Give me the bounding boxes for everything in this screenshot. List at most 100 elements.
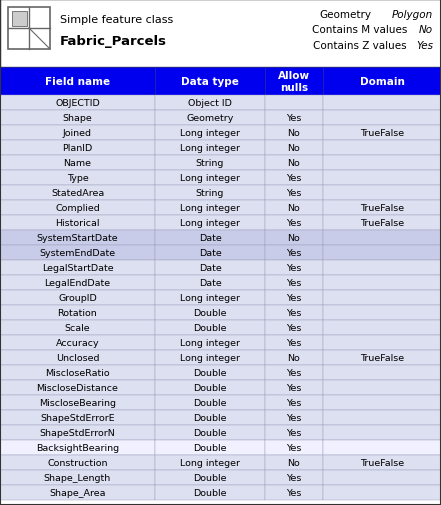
Text: String: String	[196, 189, 224, 197]
Text: LegalStartDate: LegalStartDate	[42, 264, 113, 273]
Bar	[0, 485, 155, 500]
Bar	[0, 111, 155, 126]
Bar	[155, 290, 265, 306]
Text: Long integer: Long integer	[180, 458, 240, 467]
Text: No: No	[288, 129, 300, 138]
Text: No: No	[288, 204, 300, 213]
Text: Double: Double	[193, 309, 227, 317]
Bar	[265, 231, 323, 245]
Bar	[0, 245, 155, 261]
Bar	[155, 156, 265, 171]
Text: No: No	[419, 25, 433, 35]
Bar	[265, 485, 323, 500]
Text: Shape_Length: Shape_Length	[44, 473, 111, 482]
Bar	[265, 306, 323, 320]
Text: SystemEndDate: SystemEndDate	[39, 248, 116, 258]
Bar	[0, 440, 155, 455]
Text: Geometry: Geometry	[186, 114, 234, 123]
Text: Yes: Yes	[286, 174, 302, 183]
Text: TrueFalse: TrueFalse	[360, 129, 404, 138]
Bar	[323, 425, 441, 440]
Bar	[155, 141, 265, 156]
Bar	[323, 485, 441, 500]
Text: TrueFalse: TrueFalse	[360, 458, 404, 467]
Bar	[0, 410, 155, 425]
Bar	[0, 0, 441, 68]
Text: Yes: Yes	[286, 413, 302, 422]
Bar	[323, 470, 441, 485]
Text: String: String	[196, 159, 224, 168]
Text: Double: Double	[193, 473, 227, 482]
Text: Yes: Yes	[286, 488, 302, 497]
Text: Data type: Data type	[181, 77, 239, 87]
Bar	[0, 96, 155, 111]
Text: Yes: Yes	[286, 293, 302, 302]
Text: GroupID: GroupID	[58, 293, 97, 302]
Bar	[0, 156, 155, 171]
Text: Date: Date	[198, 278, 221, 287]
Bar	[265, 96, 323, 111]
Bar	[155, 306, 265, 320]
Text: No: No	[288, 458, 300, 467]
Bar	[265, 68, 323, 96]
Text: Field name: Field name	[45, 77, 110, 87]
Text: Double: Double	[193, 323, 227, 332]
Bar	[0, 186, 155, 200]
Bar	[155, 171, 265, 186]
Bar	[0, 470, 155, 485]
Bar	[323, 231, 441, 245]
Bar	[0, 425, 155, 440]
Text: Allow
nulls: Allow nulls	[278, 71, 310, 92]
Bar	[155, 395, 265, 410]
Bar	[265, 186, 323, 200]
Bar	[0, 275, 155, 290]
Text: Date: Date	[198, 233, 221, 242]
Bar	[155, 231, 265, 245]
Bar	[323, 186, 441, 200]
Text: Yes: Yes	[286, 189, 302, 197]
Bar	[155, 186, 265, 200]
Text: Scale: Scale	[65, 323, 90, 332]
Bar	[265, 156, 323, 171]
Text: Double: Double	[193, 488, 227, 497]
Text: TrueFalse: TrueFalse	[360, 354, 404, 362]
Bar	[265, 111, 323, 126]
Text: Yes: Yes	[286, 398, 302, 407]
Bar	[0, 306, 155, 320]
Bar	[0, 380, 155, 395]
Bar	[323, 171, 441, 186]
Bar	[155, 275, 265, 290]
Bar	[323, 410, 441, 425]
Bar	[265, 261, 323, 275]
Bar	[155, 261, 265, 275]
Bar	[265, 171, 323, 186]
Bar	[323, 440, 441, 455]
Text: Long integer: Long integer	[180, 219, 240, 228]
Bar	[155, 68, 265, 96]
Bar	[323, 141, 441, 156]
Bar	[155, 455, 265, 470]
Text: Date: Date	[198, 248, 221, 258]
Text: Long integer: Long integer	[180, 293, 240, 302]
Bar	[323, 200, 441, 216]
Bar	[0, 261, 155, 275]
Bar	[155, 485, 265, 500]
Text: Yes: Yes	[286, 383, 302, 392]
Text: ShapeStdErrorN: ShapeStdErrorN	[40, 428, 116, 437]
Text: Double: Double	[193, 443, 227, 452]
Bar	[265, 216, 323, 231]
Text: Complied: Complied	[55, 204, 100, 213]
Text: OBJECTID: OBJECTID	[55, 99, 100, 108]
Bar	[323, 350, 441, 365]
Text: Historical: Historical	[55, 219, 100, 228]
Text: Yes: Yes	[286, 219, 302, 228]
Bar	[265, 320, 323, 335]
Text: Accuracy: Accuracy	[56, 338, 99, 347]
Text: Name: Name	[64, 159, 91, 168]
Bar	[0, 216, 155, 231]
Bar	[0, 365, 155, 380]
Bar	[323, 365, 441, 380]
Bar	[265, 395, 323, 410]
Bar	[265, 455, 323, 470]
Bar	[155, 380, 265, 395]
